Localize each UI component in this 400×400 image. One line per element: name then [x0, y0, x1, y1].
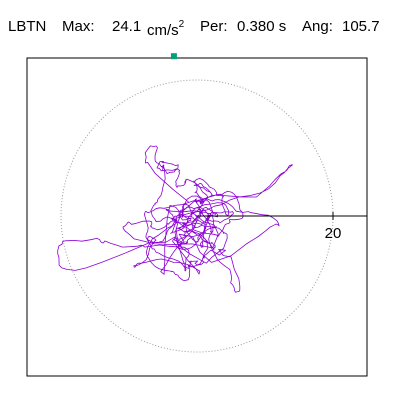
station-name: LBTN — [8, 18, 47, 35]
max-value: 24.1 — [112, 18, 142, 35]
peak-marker — [170, 53, 177, 60]
orbit-trace — [57, 145, 293, 293]
max-unit: cm/s2 — [147, 12, 184, 46]
orbit-trace-group — [57, 145, 293, 293]
max-label: Max: — [62, 18, 95, 35]
angle-value: 105.7 — [342, 18, 380, 35]
period-label: Per: — [200, 18, 228, 35]
plot-frame — [26, 57, 368, 377]
header: LBTN Max: 24.1 cm/s2 Per: 0.380 s Ang: 1… — [0, 12, 400, 42]
angle-label: Ang: — [302, 18, 333, 35]
period-value: 0.380 s — [237, 18, 287, 35]
ring-label: 20 — [325, 225, 342, 242]
max-unit-exponent: 2 — [178, 19, 185, 30]
max-unit-base: cm/s — [147, 22, 179, 39]
